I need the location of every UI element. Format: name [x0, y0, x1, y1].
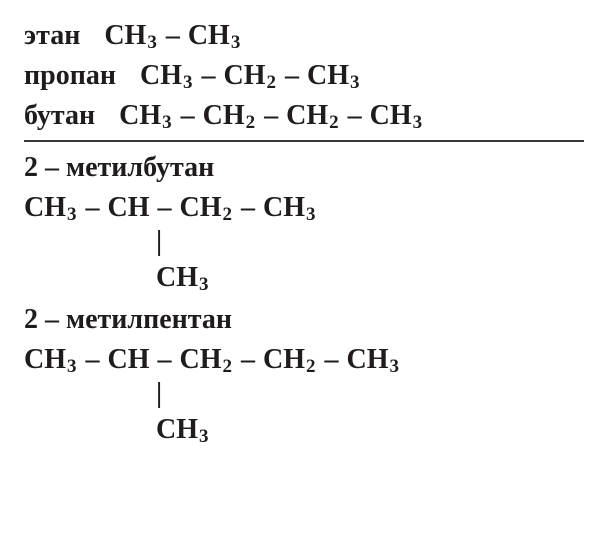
compound-name: пропан — [24, 60, 116, 92]
fragment: CH — [347, 344, 389, 376]
fragment: CH — [307, 60, 349, 92]
compound-formula: CH 3 – CH 2 – CH 3 — [140, 60, 361, 92]
bond: – — [325, 344, 339, 376]
bond: – — [201, 60, 215, 92]
subscript: 3 — [162, 112, 172, 134]
compound-name: бутан — [24, 100, 95, 132]
bond: – — [86, 192, 100, 224]
subscript: 3 — [67, 356, 77, 378]
bond: – — [264, 100, 278, 132]
fragment: CH — [263, 192, 305, 224]
section-divider — [24, 140, 584, 142]
fragment: CH — [24, 344, 66, 376]
fragment: CH — [119, 100, 161, 132]
subscript: 3 — [199, 274, 209, 296]
compound-formula-main: CH 3 – CH – CH 2 – CH 2 – CH 3 — [24, 344, 584, 376]
subscript: 2 — [306, 356, 316, 378]
fragment: CH — [156, 262, 198, 294]
compound-row-propane: пропан CH 3 – CH 2 – CH 3 — [24, 60, 584, 92]
compound-formula: CH 3 – CH 3 — [104, 20, 241, 52]
fragment: CH — [156, 414, 198, 446]
compound-formula-main: CH 3 – CH – CH 2 – CH 3 — [24, 192, 584, 224]
compound-structure-methylbutane: CH 3 – CH – CH 2 – CH 3 | CH 3 — [24, 192, 584, 294]
bond: – — [241, 192, 255, 224]
compound-name: 2 – метилпентан — [24, 304, 584, 336]
fragment: CH — [180, 344, 222, 376]
subscript: 2 — [329, 112, 339, 134]
compound-row-butane: бутан CH 3 – CH 2 – CH 2 – CH 3 — [24, 100, 584, 132]
vertical-bond: | — [156, 380, 584, 408]
fragment: CH — [263, 344, 305, 376]
fragment: CH — [24, 192, 66, 224]
bond: – — [158, 192, 172, 224]
bond: – — [348, 100, 362, 132]
compound-row-ethane: этан CH 3 – CH 3 — [24, 20, 584, 52]
compound-name: этан — [24, 20, 80, 52]
bond: – — [158, 344, 172, 376]
fragment: CH — [108, 344, 150, 376]
subscript: 2 — [246, 112, 256, 134]
fragment: CH — [140, 60, 182, 92]
vertical-bond: | — [156, 228, 584, 256]
fragment: CH — [370, 100, 412, 132]
fragment: CH — [104, 20, 146, 52]
compound-formula-branch: CH 3 — [156, 414, 584, 446]
fragment: CH — [188, 20, 230, 52]
subscript: 3 — [147, 32, 157, 54]
subscript: 2 — [266, 72, 276, 94]
bond: – — [166, 20, 180, 52]
fragment: CH — [108, 192, 150, 224]
compound-structure-methylpentane: CH 3 – CH – CH 2 – CH 2 – CH 3 | CH 3 — [24, 344, 584, 446]
fragment: CH — [180, 192, 222, 224]
compound-formula: CH 3 – CH 2 – CH 2 – CH 3 — [119, 100, 423, 132]
fragment: CH — [286, 100, 328, 132]
subscript: 3 — [231, 32, 241, 54]
subscript: 3 — [183, 72, 193, 94]
subscript: 3 — [306, 204, 316, 226]
subscript: 3 — [67, 204, 77, 226]
subscript: 2 — [223, 356, 233, 378]
bond: – — [241, 344, 255, 376]
bond: – — [86, 344, 100, 376]
bond: – — [285, 60, 299, 92]
subscript: 3 — [199, 426, 209, 448]
bond: – — [181, 100, 195, 132]
subscript: 3 — [413, 112, 423, 134]
compound-name: 2 – метилбутан — [24, 152, 584, 184]
subscript: 3 — [390, 356, 400, 378]
fragment: CH — [203, 100, 245, 132]
compound-formula-branch: CH 3 — [156, 262, 584, 294]
subscript: 3 — [350, 72, 360, 94]
fragment: CH — [223, 60, 265, 92]
subscript: 2 — [223, 204, 233, 226]
